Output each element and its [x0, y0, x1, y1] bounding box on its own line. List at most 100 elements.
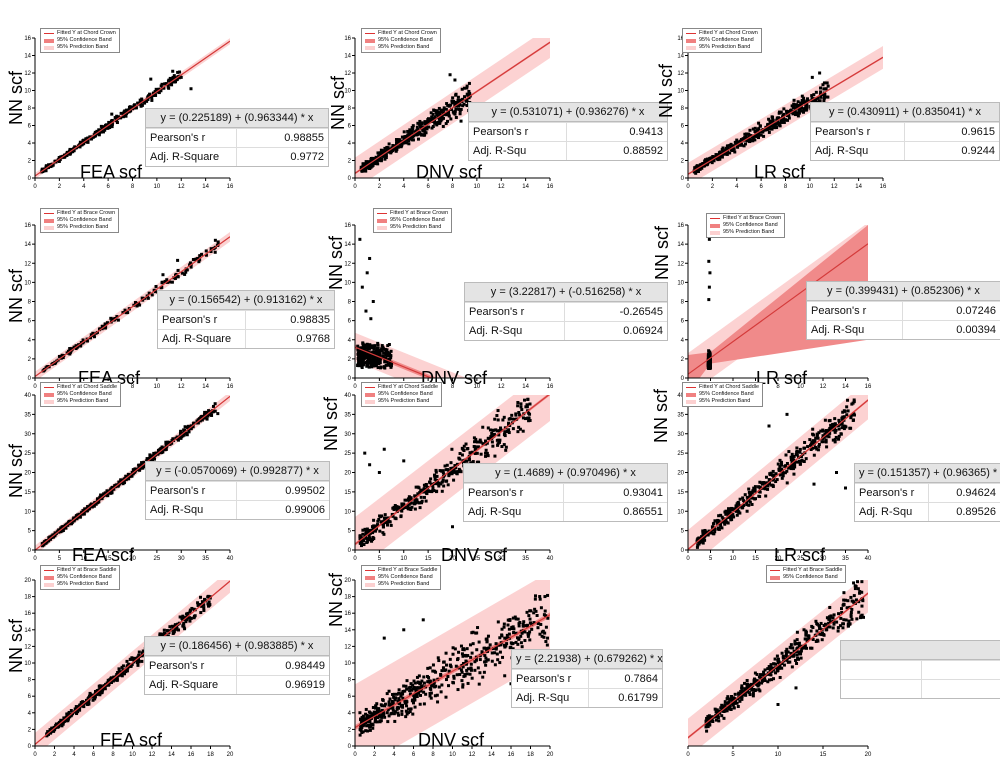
data-point [491, 651, 494, 654]
y-tick-label: 12 [344, 644, 351, 650]
data-point [745, 132, 748, 135]
legend-label: 95% Confidence Band [723, 222, 778, 229]
data-point [838, 428, 841, 431]
data-point [161, 281, 164, 284]
data-point [386, 711, 389, 714]
data-point [430, 490, 433, 493]
data-point [188, 430, 191, 433]
data-point [498, 439, 501, 442]
data-point [383, 716, 386, 719]
x-tick-label: 10 [129, 752, 136, 758]
data-point [835, 471, 838, 474]
data-point [385, 364, 388, 367]
data-point [414, 508, 417, 511]
x-tick-label: 18 [527, 752, 534, 758]
data-point [543, 595, 546, 598]
stat-label: Pearson's r [158, 311, 246, 329]
data-point [438, 686, 441, 689]
legend-item: 95% Prediction Band [44, 398, 117, 405]
data-point [202, 606, 205, 609]
data-point [819, 96, 822, 99]
x-tick-label: 5 [58, 556, 62, 562]
legend-label: 95% Confidence Band [390, 217, 445, 224]
data-point [412, 701, 415, 704]
fit-equation: y = (2.21938) + (0.679262) * x [512, 650, 662, 669]
data-point [512, 617, 515, 620]
y-tick-label: 5 [348, 529, 352, 535]
x-tick-label: 0 [353, 556, 357, 562]
data-point [405, 710, 408, 713]
data-point [783, 465, 786, 468]
data-point [361, 533, 364, 536]
legend-swatch [365, 400, 375, 404]
data-point [473, 669, 476, 672]
data-point [489, 428, 492, 431]
data-point [840, 607, 843, 610]
data-point [405, 704, 408, 707]
data-point [440, 669, 443, 672]
data-point [365, 531, 368, 534]
y-axis-label: NN scf [321, 397, 342, 451]
data-point [382, 699, 385, 702]
data-point [368, 710, 371, 713]
data-point [520, 408, 523, 411]
y-axis-label: NN scf [6, 71, 27, 125]
legend-item: 95% Confidence Band [686, 391, 759, 398]
data-point [466, 85, 469, 88]
data-point [214, 402, 217, 405]
fit-equation: y = (1.4689) + (0.970496) * x [464, 464, 667, 483]
data-point [457, 99, 460, 102]
data-point [388, 703, 391, 706]
data-point [758, 481, 761, 484]
data-point [496, 653, 499, 656]
legend-label: 95% Prediction Band [57, 581, 108, 588]
data-point [803, 460, 806, 463]
data-point [825, 445, 828, 448]
data-point [494, 663, 497, 666]
data-point [62, 723, 65, 726]
data-point [753, 130, 756, 133]
data-point [524, 405, 527, 408]
data-point [722, 146, 725, 149]
stat-value: 0.98449 [237, 657, 329, 675]
data-point [430, 111, 433, 114]
x-axis-label: DNV scf [418, 730, 484, 751]
data-point [536, 614, 539, 617]
legend-item: Fitted Y at Chord Crown [365, 30, 437, 37]
y-tick-label: 4 [28, 141, 32, 147]
data-point [544, 640, 547, 643]
data-point [381, 355, 384, 358]
data-point [409, 508, 412, 511]
data-point [737, 510, 740, 513]
data-point [819, 87, 822, 90]
legend-item: 95% Confidence Band [44, 574, 116, 581]
stat-value: 0.94624 [929, 484, 1000, 502]
data-point [517, 618, 520, 621]
y-tick-label: 2 [681, 357, 685, 363]
x-tick-label: 5 [709, 556, 713, 562]
data-point [451, 96, 454, 99]
data-point [117, 319, 120, 322]
data-point [795, 111, 798, 114]
data-point [372, 300, 375, 303]
data-point [185, 613, 188, 616]
data-point [846, 399, 849, 402]
data-point [484, 664, 487, 667]
data-point [391, 700, 394, 703]
data-point [503, 674, 506, 677]
data-point [778, 112, 781, 115]
y-tick-label: 2 [348, 357, 352, 363]
legend-label: 95% Prediction Band [723, 229, 774, 236]
data-point [761, 131, 764, 134]
data-point [799, 102, 802, 105]
data-point [390, 712, 393, 715]
data-point [403, 130, 406, 133]
stat-label: Pearson's r [465, 303, 565, 321]
data-point [512, 427, 515, 430]
x-tick-label: 8 [784, 184, 788, 190]
y-tick-label: 2 [681, 159, 685, 165]
legend-item: Fitted Y at Brace Crown [44, 210, 115, 217]
data-point [468, 82, 471, 85]
